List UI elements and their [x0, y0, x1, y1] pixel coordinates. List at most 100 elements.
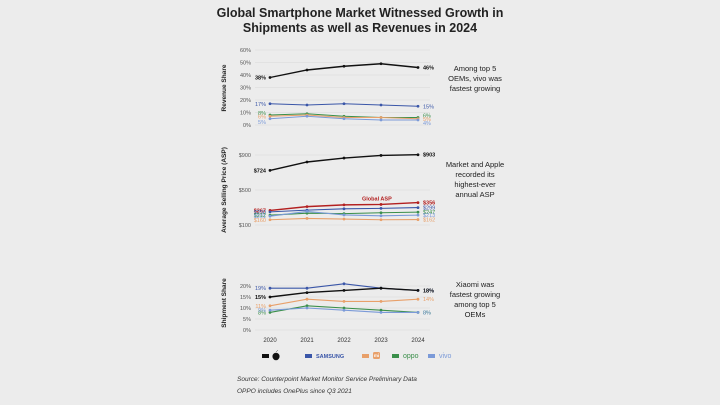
x-tick-label: 2020 [263, 338, 277, 344]
y-axis-label: Revenue Share [221, 64, 228, 111]
data-point-samsung [305, 103, 309, 107]
data-point-apple [416, 153, 420, 157]
start-value-label: $160 [254, 218, 266, 224]
end-value-label: 5% [423, 117, 431, 123]
y-tick-label: 5% [243, 317, 251, 323]
data-point-xiaomi [379, 218, 383, 222]
end-value-label: 46% [423, 66, 434, 72]
data-point-vivo [305, 210, 309, 213]
y-tick-label: 15% [240, 295, 251, 301]
y-tick-label: $100 [239, 223, 251, 229]
data-point-apple [268, 295, 272, 299]
legend-label: mi [374, 353, 379, 358]
data-point-vivo [379, 118, 383, 122]
data-point-xiaomi [416, 218, 420, 221]
x-tick-label: 2021 [300, 338, 314, 344]
data-point-xiaomi [268, 218, 272, 222]
end-value-label: $299 [423, 206, 435, 212]
start-value-label: $201 [254, 214, 266, 220]
legend-swatch-samsung [305, 354, 312, 358]
data-point-xiaomi [305, 297, 309, 301]
y-tick-label: 60% [240, 48, 251, 54]
data-point-apple [342, 64, 346, 68]
y-tick-label: $900 [239, 153, 251, 159]
end-value-label: $903 [423, 153, 435, 159]
data-point-xiaomi [342, 217, 346, 221]
legend-swatch-vivo [428, 354, 435, 358]
legend-label: SAMSUNG [316, 354, 344, 360]
data-point-xiaomi [268, 304, 272, 308]
data-point-xiaomi [379, 116, 383, 119]
start-value-label: 6% [258, 114, 266, 120]
data-point-xiaomi [342, 300, 346, 303]
legend-label: vivo [439, 353, 452, 360]
data-point-xiaomi [305, 217, 309, 220]
x-tick-label: 2023 [374, 338, 388, 344]
y-tick-label: 30% [240, 86, 251, 92]
oppo-footnote: OPPO includes OnePlus since Q3 2021 [237, 388, 352, 395]
end-value-label: 6% [423, 114, 431, 120]
end-value-label: 18% [423, 288, 434, 294]
data-point-vivo [416, 213, 420, 217]
start-value-label: $250 [254, 210, 266, 216]
end-value-label: 15% [423, 104, 434, 110]
start-value-label: 11% [255, 304, 266, 310]
data-point-samsung [379, 206, 383, 210]
data-point-vivo [268, 308, 272, 312]
apple-logo-icon [272, 349, 280, 361]
end-value-label: 4% [423, 121, 431, 127]
legend-label: oppo [403, 353, 419, 360]
data-point-apple [416, 289, 420, 292]
note-shipment: Xiaomi was fastest growing among top 5 O… [449, 280, 501, 319]
global-asp-label: Global ASP [362, 196, 392, 202]
y-axis-label: Average Selling Price (ASP) [221, 147, 228, 233]
end-value-label: $356 [423, 201, 435, 207]
start-value-label: $267 [254, 208, 266, 214]
data-point-vivo [379, 311, 383, 314]
data-point-apple [379, 62, 383, 66]
data-point-samsung [379, 103, 383, 107]
start-value-label: $724 [254, 168, 267, 174]
title-line-1: Global Smartphone Market Witnessed Growt… [216, 6, 504, 20]
chart-title: Global Smartphone Market Witnessed Growt… [180, 6, 540, 36]
start-value-label: 5% [258, 120, 266, 126]
data-point-vivo [342, 308, 346, 312]
data-point-apple [342, 156, 346, 160]
data-point-global [379, 203, 383, 206]
y-tick-label: 10% [240, 306, 251, 312]
end-value-label: 14% [423, 297, 434, 303]
y-tick-label: $500 [239, 188, 251, 194]
note-revenue: Among top 5 OEMs, vivo was fastest growi… [448, 64, 502, 93]
end-value-label: $162 [423, 218, 435, 224]
data-point-samsung [416, 104, 420, 108]
data-point-apple [268, 169, 272, 172]
data-point-apple [305, 291, 309, 294]
data-point-samsung [268, 286, 272, 290]
data-point-samsung [268, 102, 272, 106]
y-axis-label: Shipment Share [221, 278, 228, 328]
data-point-vivo [379, 214, 383, 218]
data-point-apple [379, 286, 383, 290]
data-point-samsung [342, 102, 346, 106]
data-point-samsung [342, 282, 346, 286]
source-note: Source: Counterpoint Market Monitor Serv… [237, 376, 417, 383]
data-point-global [305, 205, 309, 209]
end-value-label: $213 [423, 213, 435, 219]
x-tick-label: 2022 [337, 338, 351, 344]
data-point-global [416, 201, 420, 205]
y-tick-label: 10% [240, 111, 251, 117]
data-point-vivo [342, 117, 346, 121]
data-point-samsung [305, 286, 309, 290]
start-value-label: 15% [255, 295, 266, 301]
data-point-apple [342, 289, 346, 292]
start-value-label: 19% [255, 286, 266, 292]
start-value-label: 8% [258, 111, 266, 117]
data-point-samsung [268, 210, 272, 214]
title-line-2: Shipments as well as Revenues in 2024 [242, 21, 478, 35]
y-tick-label: 0% [243, 328, 251, 334]
legend-swatch-apple [262, 354, 269, 358]
note-asp: Market and Apple recorded its highest-ev… [445, 160, 505, 199]
data-point-vivo [268, 117, 272, 121]
legend-swatch-xiaomi [362, 354, 369, 358]
